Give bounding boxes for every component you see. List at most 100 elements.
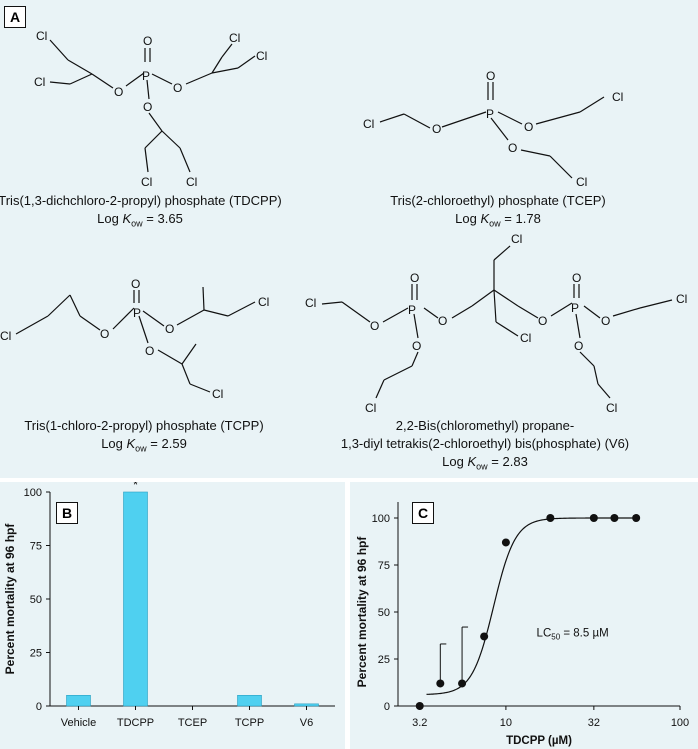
y-tick-label: 100 xyxy=(24,487,42,499)
atom-label: Cl xyxy=(365,401,376,415)
lc50-annotation: LC50 = 8.5 µM xyxy=(537,627,609,641)
atom-label: P xyxy=(486,107,494,121)
atom-label: O xyxy=(165,322,174,336)
atom-label: P xyxy=(571,301,579,315)
x-axis-title: TDCPP (µM) xyxy=(506,735,572,747)
bar-tdcpp xyxy=(123,491,148,707)
atom-label: Cl xyxy=(256,49,267,63)
atom-label: O xyxy=(412,339,421,353)
panel-c: 0 25 50 75 100 3.2 10 32 100 LC50 = 8.5 µM TDCPP (… xyxy=(350,482,698,749)
atom-label: Cl xyxy=(212,387,223,401)
v6-atoms: Cl O P O O Cl Cl O P O O Cl O Cl O Cl xyxy=(305,232,687,415)
compound-name-line2: 1,3-diyl tetrakis(2-chloroethyl) bis(pho… xyxy=(340,436,630,451)
atom-label: O xyxy=(114,85,123,99)
y-tick-label: 25 xyxy=(378,654,390,666)
x-tick-label: TDCPP xyxy=(117,717,154,729)
y-tick-label: 100 xyxy=(372,513,390,525)
atom-label: Cl xyxy=(141,175,152,189)
atom-label: O xyxy=(432,122,441,136)
atom-label: P xyxy=(408,303,416,317)
x-tick-label: 10 xyxy=(500,717,512,729)
tdcpp-atoms: Cl Cl O P O O Cl Cl O Cl Cl xyxy=(34,29,267,189)
data-point xyxy=(501,538,510,547)
x-tick-label: 32 xyxy=(588,717,600,729)
y-axis-title: Percent mortality at 96 hpf xyxy=(3,523,17,675)
atom-label: O xyxy=(572,271,581,285)
y-axis-title: Percent mortality at 96 hpf xyxy=(355,536,369,688)
v6-caption: 2,2-Bis(chloromethyl) propane- 1,3-diyl … xyxy=(341,417,629,476)
tcep-caption: Tris(2-chloroethyl) phosphate (TCEP) Log… xyxy=(390,192,606,233)
y-tick-label: 0 xyxy=(36,701,42,713)
structures-svg: Cl Cl O P O O Cl Cl O Cl Cl xyxy=(0,29,687,415)
atom-label: O xyxy=(131,277,140,291)
data-point xyxy=(589,514,598,522)
atom-label: O xyxy=(143,100,152,114)
log-kow: Log Kow = 1.78 xyxy=(455,211,541,229)
atom-label: Cl xyxy=(576,175,587,189)
atom-label: O xyxy=(538,314,547,328)
x-tick-label: 3.2 xyxy=(412,717,427,729)
x-tick-label: V6 xyxy=(300,717,313,729)
atom-label: Cl xyxy=(36,29,47,43)
x-tick-label: TCPP xyxy=(235,717,264,729)
chart-b-svg: 0 25 50 75 100 Vehicle TDCPP TCEP TCPP V6 * Percent… xyxy=(3,482,335,729)
data-point xyxy=(415,702,424,710)
tcpp-atoms: Cl O P O O Cl O Cl xyxy=(0,277,269,401)
bar-tcpp xyxy=(237,695,262,707)
atom-label: Cl xyxy=(612,90,623,104)
atom-label: O xyxy=(100,327,109,341)
tcep-atoms: Cl O P O O Cl O Cl xyxy=(363,69,623,189)
atom-label: Cl xyxy=(606,401,617,415)
compound-name: Tris(2-chloroethyl) phosphate (TCEP) xyxy=(390,193,606,208)
y-tick-label: 0 xyxy=(384,701,390,713)
panel-b: 0 25 50 75 100 Vehicle TDCPP TCEP TCPP V6 * Percent… xyxy=(0,482,345,749)
v6-structure xyxy=(321,245,673,399)
atom-label: O xyxy=(410,271,419,285)
data-point xyxy=(632,514,641,522)
fit-curve xyxy=(426,517,637,695)
compound-name-line1: 2,2-Bis(chloromethyl) propane- xyxy=(395,418,575,433)
log-kow: Log Kow = 2.83 xyxy=(442,454,528,472)
atom-label: Cl xyxy=(0,329,11,343)
atom-label: Cl xyxy=(258,295,269,309)
panel-c-label: C xyxy=(412,502,434,524)
panel-b-label: B xyxy=(56,502,78,524)
tdcpp-structure xyxy=(49,39,256,173)
y-tick-label: 75 xyxy=(30,541,42,553)
y-tick-label: 50 xyxy=(378,607,390,619)
atom-label: O xyxy=(524,120,533,134)
significance-marker: * xyxy=(133,482,138,492)
tdcpp-caption: Tris(1,3-dichchloro-2-propyl) phosphate … xyxy=(0,192,282,233)
atom-label: O xyxy=(145,344,154,358)
panel-a-label: A xyxy=(4,6,26,28)
atom-label: O xyxy=(438,314,447,328)
atom-label: O xyxy=(173,81,182,95)
compound-name: Tris(1,3-dichchloro-2-propyl) phosphate … xyxy=(0,193,282,208)
atom-label: O xyxy=(508,141,517,155)
atom-label: Cl xyxy=(186,175,197,189)
data-point xyxy=(546,514,555,522)
y-tick-label: 25 xyxy=(30,648,42,660)
log-kow: Log Kow = 3.65 xyxy=(97,211,183,229)
atom-label: Cl xyxy=(520,331,531,345)
atom-label: Cl xyxy=(363,117,374,131)
atom-label: Cl xyxy=(305,296,316,310)
data-point xyxy=(610,514,619,522)
atom-label: O xyxy=(574,339,583,353)
atom-label: O xyxy=(601,314,610,328)
tcpp-caption: Tris(1-chloro-2-propyl) phosphate (TCPP)… xyxy=(24,417,263,458)
atom-label: Cl xyxy=(676,292,687,306)
y-tick-label: 50 xyxy=(30,594,42,606)
atom-label: O xyxy=(370,319,379,333)
x-tick-label: Vehicle xyxy=(61,717,96,729)
bar-v6 xyxy=(294,703,319,707)
log-kow: Log Kow = 2.59 xyxy=(101,436,187,454)
data-point xyxy=(458,679,467,688)
x-tick-label: 100 xyxy=(671,717,689,729)
atom-label: Cl xyxy=(229,31,240,45)
compound-name: Tris(1-chloro-2-propyl) phosphate (TCPP) xyxy=(24,418,264,433)
tcpp-structure xyxy=(15,286,256,393)
lc50-prefix: LC xyxy=(537,627,552,639)
